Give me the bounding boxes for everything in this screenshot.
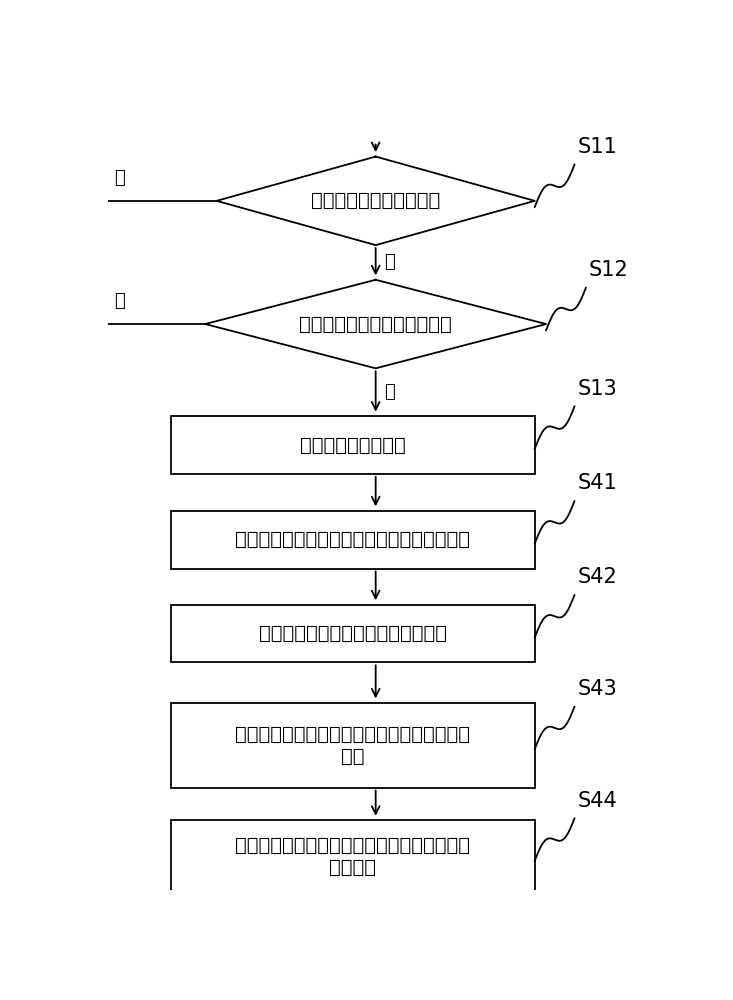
Bar <box>172 511 535 569</box>
Text: 调节电机的转速归零且调节电机输出扭矩归零: 调节电机的转速归零且调节电机输出扭矩归零 <box>235 530 471 549</box>
Bar <box>172 416 535 474</box>
Text: S12: S12 <box>589 260 628 280</box>
Text: S13: S13 <box>578 379 617 399</box>
Text: S42: S42 <box>578 567 617 587</box>
Text: S43: S43 <box>578 679 617 699</box>
Text: 是: 是 <box>384 253 395 271</box>
Text: 否: 否 <box>114 169 125 187</box>
Text: 是: 是 <box>384 383 395 401</box>
Text: 调节电机的输出扭矩以使电机的转速达到目标
转速: 调节电机的输出扭矩以使电机的转速达到目标 转速 <box>235 725 471 766</box>
Text: S41: S41 <box>578 473 617 493</box>
Text: S11: S11 <box>578 137 617 157</box>
Text: 控制连接电机与发动机的离合器闭合: 控制连接电机与发动机的离合器闭合 <box>259 624 447 643</box>
Text: S44: S44 <box>578 791 617 811</box>
Text: 控制变速箱进行换挡: 控制变速箱进行换挡 <box>300 435 406 454</box>
Text: 是否接收到变速箱的换挡指令: 是否接收到变速箱的换挡指令 <box>299 315 452 334</box>
Text: 发动机起动条件是否满足: 发动机起动条件是否满足 <box>311 191 441 210</box>
Text: 否: 否 <box>114 292 125 310</box>
Bar <box>172 820 535 893</box>
Bar <box>172 605 535 662</box>
Text: 调节电机的输出扭矩为零，调节发动机的输出
扭矩为零: 调节电机的输出扭矩为零，调节发动机的输出 扭矩为零 <box>235 836 471 877</box>
Bar <box>172 703 535 788</box>
